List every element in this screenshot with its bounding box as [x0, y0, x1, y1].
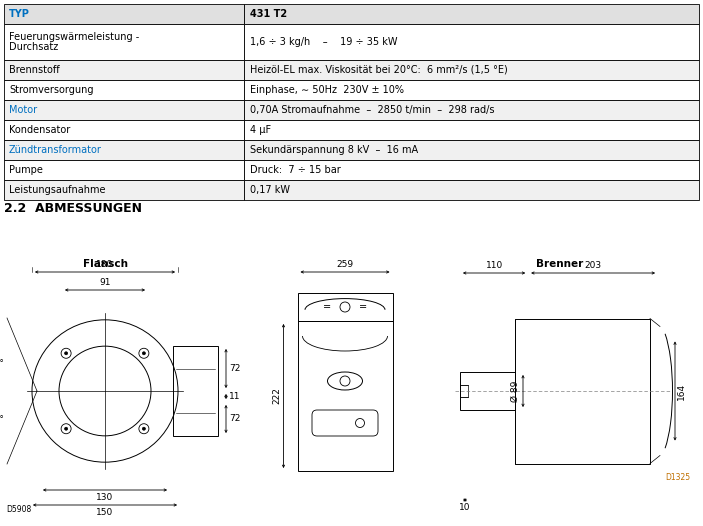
Bar [4, 80, 244, 100]
Text: 11: 11 [229, 392, 240, 401]
Text: Druck:  7 ÷ 15 bar: Druck: 7 ÷ 15 bar [250, 165, 340, 175]
Text: Motor: Motor [9, 105, 37, 115]
Text: 110: 110 [486, 261, 503, 270]
Text: 0,17 kW: 0,17 kW [250, 185, 290, 195]
Bar [4, 4, 244, 24]
Text: Durchsatz: Durchsatz [9, 42, 58, 52]
Bar [4, 100, 244, 120]
Text: Feuerungswärmeleistung -: Feuerungswärmeleistung - [9, 32, 139, 42]
Circle shape [143, 427, 146, 430]
Text: Pumpe: Pumpe [9, 165, 43, 175]
Bar [4, 24, 244, 60]
Text: 431 T2: 431 T2 [250, 9, 287, 19]
Bar [244, 100, 699, 120]
Text: 91: 91 [99, 278, 111, 287]
Text: Flansch: Flansch [82, 259, 127, 269]
Text: 0,70A Stromaufnahme  –  2850 t/min  –  298 rad/s: 0,70A Stromaufnahme – 2850 t/min – 298 r… [250, 105, 494, 115]
Bar [460, 385, 468, 397]
Bar [244, 24, 699, 60]
Bar [244, 4, 699, 24]
Text: 72: 72 [229, 364, 240, 373]
Text: =: = [323, 302, 331, 312]
Text: Kondensator: Kondensator [9, 125, 70, 135]
Text: 180: 180 [96, 260, 114, 269]
Text: Einphase, ∼ 50Hz  230V ± 10%: Einphase, ∼ 50Hz 230V ± 10% [250, 85, 404, 95]
Text: Brennstoff: Brennstoff [9, 65, 60, 75]
Text: D5908: D5908 [6, 505, 31, 514]
Bar [244, 60, 699, 80]
Bar [4, 180, 244, 200]
Text: 1,6 ÷ 3 kg/h    –    19 ÷ 35 kW: 1,6 ÷ 3 kg/h – 19 ÷ 35 kW [250, 37, 397, 47]
Text: TYP: TYP [9, 9, 30, 19]
Bar [297, 293, 392, 321]
Bar [4, 120, 244, 140]
Bar [4, 140, 244, 160]
Text: Leistungsaufnahme: Leistungsaufnahme [9, 185, 105, 195]
Text: 150: 150 [96, 508, 114, 517]
Text: 45°: 45° [0, 359, 4, 368]
Text: 10: 10 [459, 503, 471, 512]
Text: D1325: D1325 [665, 472, 690, 481]
Bar [460, 372, 515, 410]
Bar [4, 60, 244, 80]
Bar [244, 80, 699, 100]
Bar [515, 319, 650, 463]
Bar [244, 120, 699, 140]
Bar [244, 160, 699, 180]
Bar [244, 140, 699, 160]
Text: Stromversorgung: Stromversorgung [9, 85, 93, 95]
Text: Brenner: Brenner [536, 259, 583, 269]
Circle shape [143, 352, 146, 355]
Text: Heizöl-EL max. Viskosität bei 20°C:  6 mm²/s (1,5 °E): Heizöl-EL max. Viskosität bei 20°C: 6 mm… [250, 65, 508, 75]
Text: 259: 259 [337, 260, 354, 269]
Text: 4 μF: 4 μF [250, 125, 271, 135]
Bar [173, 346, 218, 436]
Bar [244, 180, 699, 200]
Text: 222: 222 [273, 388, 281, 404]
Text: 45°: 45° [0, 414, 4, 423]
Text: Ø 89: Ø 89 [511, 380, 520, 402]
Text: =: = [359, 302, 367, 312]
Text: 203: 203 [584, 261, 602, 270]
Circle shape [65, 352, 67, 355]
Text: 164: 164 [677, 382, 686, 400]
Text: Sekundärspannung 8 kV  –  16 mA: Sekundärspannung 8 kV – 16 mA [250, 145, 418, 155]
Text: Zündtransformator: Zündtransformator [9, 145, 102, 155]
Bar [297, 321, 392, 471]
Text: 130: 130 [96, 493, 114, 502]
Circle shape [65, 427, 67, 430]
Text: 2.2  ABMESSUNGEN: 2.2 ABMESSUNGEN [4, 201, 142, 215]
Text: 72: 72 [229, 414, 240, 423]
Bar [4, 160, 244, 180]
